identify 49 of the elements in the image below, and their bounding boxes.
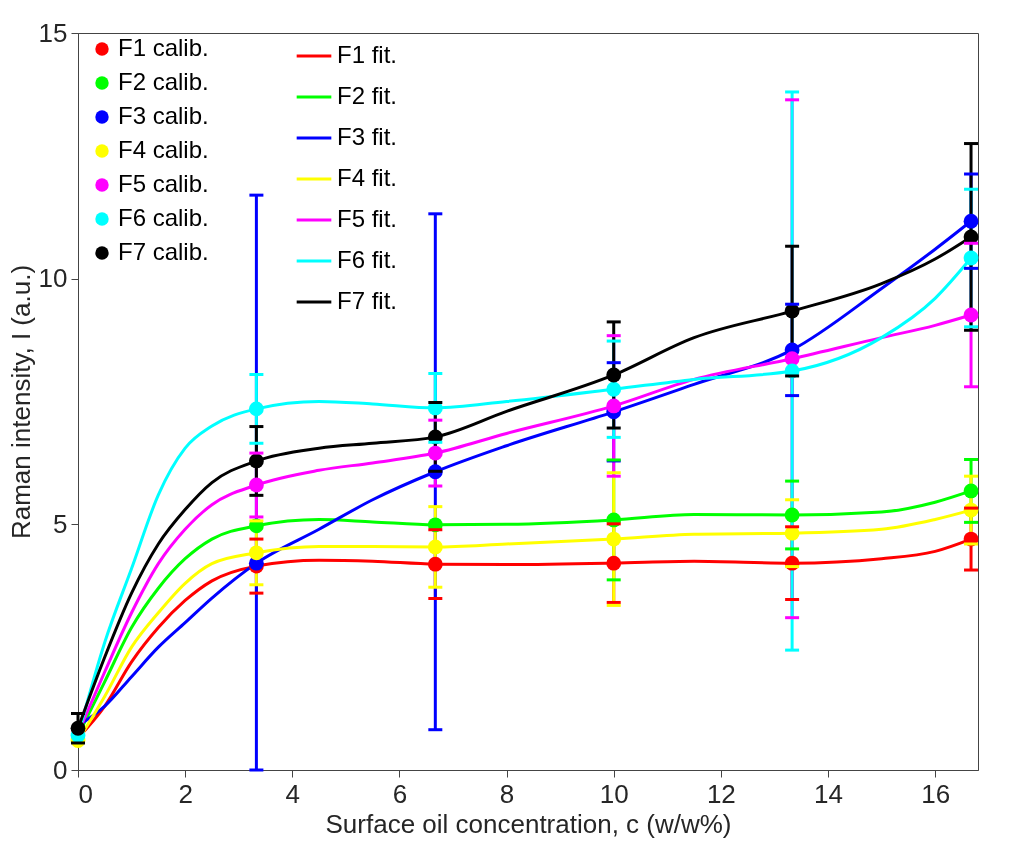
x-axis-title: Surface oil concentration, c (w/w%) bbox=[325, 808, 732, 839]
point bbox=[606, 381, 622, 397]
point bbox=[606, 367, 622, 383]
point bbox=[248, 453, 264, 469]
point bbox=[784, 525, 800, 541]
x-tick-label: 4 bbox=[285, 778, 301, 809]
point bbox=[248, 477, 264, 493]
point bbox=[963, 307, 979, 323]
point bbox=[427, 539, 443, 555]
y-tick-label: 15 bbox=[38, 17, 68, 48]
y-tick-label: 10 bbox=[38, 263, 68, 294]
legend-label: F6 calib. bbox=[118, 204, 209, 231]
y-axis-title: Raman intensity, I (a.u.) bbox=[5, 264, 36, 540]
y-tick-label: 0 bbox=[53, 754, 68, 785]
x-tick-label: 2 bbox=[178, 778, 193, 809]
point bbox=[427, 556, 443, 572]
legend-label: F7 fit. bbox=[337, 287, 398, 314]
point bbox=[606, 398, 622, 414]
x-tick-label: 8 bbox=[499, 778, 515, 809]
point bbox=[963, 213, 979, 229]
point bbox=[606, 531, 622, 547]
y-tick-label: 5 bbox=[53, 508, 68, 539]
x-tick-label: 0 bbox=[78, 778, 93, 809]
point bbox=[248, 401, 264, 417]
x-tick-label: 6 bbox=[392, 778, 408, 809]
x-tick-label: 14 bbox=[814, 778, 843, 809]
point bbox=[427, 445, 443, 461]
legend-label: F4 calib. bbox=[118, 136, 209, 163]
x-tick-label: 10 bbox=[599, 778, 629, 809]
point bbox=[70, 720, 86, 736]
point bbox=[963, 250, 979, 266]
legend-label: F5 fit. bbox=[337, 205, 398, 232]
x-tick-label: 12 bbox=[706, 778, 736, 809]
x-tick-label: 16 bbox=[921, 778, 951, 809]
legend-label: F1 fit. bbox=[337, 41, 398, 68]
legend-label: F3 fit. bbox=[337, 123, 398, 150]
legend-label: F2 fit. bbox=[337, 82, 398, 109]
legend-label: F7 calib. bbox=[118, 238, 209, 265]
point bbox=[248, 545, 264, 561]
legend-label: F3 calib. bbox=[118, 102, 209, 129]
point bbox=[963, 483, 979, 499]
legend-label: F1 calib. bbox=[118, 34, 209, 61]
point bbox=[784, 351, 800, 367]
legend-label: F2 calib. bbox=[118, 68, 209, 95]
legend-label: F6 fit. bbox=[337, 246, 398, 273]
point bbox=[606, 555, 622, 571]
legend-label: F5 calib. bbox=[118, 170, 209, 197]
point bbox=[784, 507, 800, 523]
legend-label: F4 fit. bbox=[337, 164, 398, 191]
